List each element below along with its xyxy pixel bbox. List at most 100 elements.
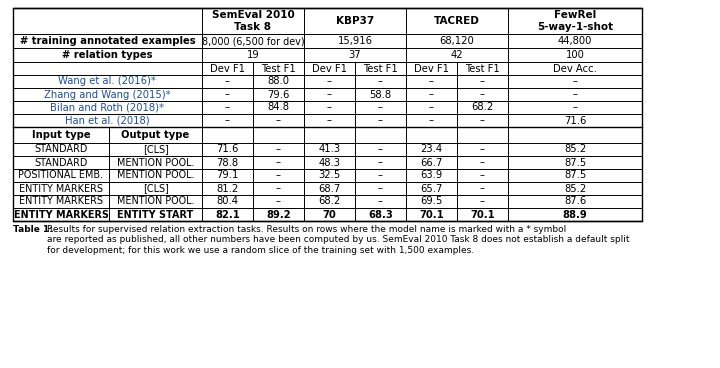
Text: 100: 100 <box>566 50 585 60</box>
Text: 65.7: 65.7 <box>420 184 443 194</box>
Text: MENTION POOL.: MENTION POOL. <box>117 197 194 206</box>
Text: –: – <box>378 103 383 113</box>
Text: 19: 19 <box>247 50 259 60</box>
Text: 80.4: 80.4 <box>217 197 238 206</box>
Text: –: – <box>378 197 383 206</box>
Text: –: – <box>572 77 577 86</box>
Text: Bilan and Roth (2018)*: Bilan and Roth (2018)* <box>50 103 164 113</box>
Text: 68.2: 68.2 <box>318 197 341 206</box>
Text: 70.1: 70.1 <box>419 209 444 219</box>
Text: 78.8: 78.8 <box>217 158 238 167</box>
Text: [CLS]: [CLS] <box>143 145 168 155</box>
Text: 85.2: 85.2 <box>564 145 586 155</box>
Text: # training annotated examples: # training annotated examples <box>19 36 195 46</box>
Text: 79.1: 79.1 <box>216 170 239 180</box>
Text: 41.3: 41.3 <box>318 145 341 155</box>
Text: 66.7: 66.7 <box>420 158 443 167</box>
Text: POSITIONAL EMB.: POSITIONAL EMB. <box>19 170 104 180</box>
Text: –: – <box>429 103 434 113</box>
Text: 23.4: 23.4 <box>420 145 442 155</box>
Text: Han et al. (2018): Han et al. (2018) <box>65 116 150 125</box>
Text: Dev F1: Dev F1 <box>312 64 347 74</box>
Text: –: – <box>480 89 485 99</box>
Text: 68.2: 68.2 <box>471 103 493 113</box>
Text: –: – <box>572 89 577 99</box>
Text: –: – <box>480 170 485 180</box>
Text: –: – <box>378 170 383 180</box>
Text: 88.0: 88.0 <box>267 77 289 86</box>
Text: 71.6: 71.6 <box>564 116 586 125</box>
Text: 81.2: 81.2 <box>217 184 238 194</box>
Text: –: – <box>480 77 485 86</box>
Text: –: – <box>572 103 577 113</box>
Text: –: – <box>378 77 383 86</box>
Text: 58.8: 58.8 <box>369 89 392 99</box>
Text: # relation types: # relation types <box>62 50 153 60</box>
Text: –: – <box>327 103 332 113</box>
Text: Wang et al. (2016)*: Wang et al. (2016)* <box>58 77 156 86</box>
Text: –: – <box>378 145 383 155</box>
Text: ENTITY MARKERS: ENTITY MARKERS <box>14 209 109 219</box>
Text: SemEval 2010
Task 8: SemEval 2010 Task 8 <box>212 10 294 32</box>
Text: Input type: Input type <box>32 130 90 140</box>
Text: 82.1: 82.1 <box>215 209 240 219</box>
Text: FewRel
5-way-1-shot: FewRel 5-way-1-shot <box>537 10 613 32</box>
Text: Dev F1: Dev F1 <box>210 64 245 74</box>
Text: 70.1: 70.1 <box>470 209 495 219</box>
Text: 8,000 (6,500 for dev): 8,000 (6,500 for dev) <box>202 36 305 46</box>
Text: 85.2: 85.2 <box>564 184 586 194</box>
Text: –: – <box>378 116 383 125</box>
Text: ENTITY START: ENTITY START <box>117 209 194 219</box>
Text: –: – <box>378 184 383 194</box>
Text: –: – <box>480 197 485 206</box>
Text: –: – <box>480 158 485 167</box>
Text: –: – <box>225 89 230 99</box>
Text: Test F1: Test F1 <box>363 64 397 74</box>
Text: MENTION POOL.: MENTION POOL. <box>117 158 194 167</box>
Text: –: – <box>276 197 281 206</box>
Text: –: – <box>480 184 485 194</box>
Text: Test F1: Test F1 <box>261 64 296 74</box>
Text: 69.5: 69.5 <box>420 197 443 206</box>
Text: Zhang and Wang (2015)*: Zhang and Wang (2015)* <box>44 89 171 99</box>
Text: 70: 70 <box>323 209 336 219</box>
Text: ENTITY MARKERS: ENTITY MARKERS <box>19 197 103 206</box>
Text: –: – <box>225 103 230 113</box>
Text: 37: 37 <box>348 50 361 60</box>
Text: Results for supervised relation extraction tasks. Results on rows where the mode: Results for supervised relation extracti… <box>48 225 630 255</box>
Text: 87.6: 87.6 <box>564 197 586 206</box>
Text: –: – <box>429 89 434 99</box>
Text: Dev F1: Dev F1 <box>414 64 449 74</box>
Text: STANDARD: STANDARD <box>35 145 88 155</box>
Text: –: – <box>225 116 230 125</box>
Text: –: – <box>276 184 281 194</box>
Text: 44,800: 44,800 <box>558 36 593 46</box>
Text: –: – <box>276 170 281 180</box>
Text: –: – <box>276 116 281 125</box>
Text: –: – <box>225 77 230 86</box>
Text: 71.6: 71.6 <box>216 145 239 155</box>
Text: Output type: Output type <box>122 130 190 140</box>
Text: STANDARD: STANDARD <box>35 158 88 167</box>
Text: –: – <box>378 158 383 167</box>
Text: 15,916: 15,916 <box>338 36 372 46</box>
Text: –: – <box>429 116 434 125</box>
Text: 84.8: 84.8 <box>267 103 289 113</box>
Text: 32.5: 32.5 <box>318 170 341 180</box>
Text: –: – <box>276 158 281 167</box>
Text: MENTION POOL.: MENTION POOL. <box>117 170 194 180</box>
Text: ENTITY MARKERS: ENTITY MARKERS <box>19 184 103 194</box>
Text: –: – <box>276 145 281 155</box>
Text: 48.3: 48.3 <box>318 158 341 167</box>
Text: 88.9: 88.9 <box>563 209 588 219</box>
Text: 68,120: 68,120 <box>439 36 474 46</box>
Text: 68.3: 68.3 <box>368 209 392 219</box>
Text: 42: 42 <box>451 50 463 60</box>
Text: –: – <box>429 77 434 86</box>
Text: 63.9: 63.9 <box>420 170 443 180</box>
Text: 87.5: 87.5 <box>564 170 586 180</box>
Text: 89.2: 89.2 <box>266 209 291 219</box>
Text: –: – <box>480 116 485 125</box>
Text: 68.7: 68.7 <box>318 184 341 194</box>
Text: –: – <box>327 77 332 86</box>
